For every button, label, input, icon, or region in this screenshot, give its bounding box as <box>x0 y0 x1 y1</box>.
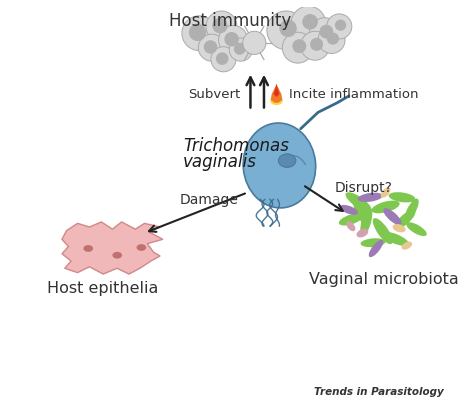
Circle shape <box>243 31 266 54</box>
Ellipse shape <box>373 218 392 244</box>
Circle shape <box>302 14 318 30</box>
Ellipse shape <box>394 210 416 229</box>
Circle shape <box>182 16 217 51</box>
Ellipse shape <box>243 123 316 208</box>
Ellipse shape <box>369 240 383 257</box>
Ellipse shape <box>360 207 372 236</box>
Circle shape <box>234 43 246 55</box>
Ellipse shape <box>339 213 363 225</box>
Ellipse shape <box>358 193 383 202</box>
Ellipse shape <box>389 192 415 202</box>
Ellipse shape <box>382 232 409 246</box>
Ellipse shape <box>346 221 356 231</box>
Circle shape <box>216 52 228 65</box>
Ellipse shape <box>381 187 391 198</box>
Ellipse shape <box>278 154 296 167</box>
Ellipse shape <box>401 241 412 250</box>
Circle shape <box>301 31 329 60</box>
Circle shape <box>219 26 247 54</box>
Circle shape <box>318 26 345 54</box>
Ellipse shape <box>112 252 122 259</box>
Circle shape <box>229 38 252 61</box>
Ellipse shape <box>405 199 419 221</box>
Text: vaginalis: vaginalis <box>183 152 257 171</box>
Polygon shape <box>62 222 163 274</box>
Circle shape <box>204 40 217 54</box>
Circle shape <box>224 32 239 47</box>
Ellipse shape <box>361 238 385 247</box>
Circle shape <box>310 38 323 51</box>
Polygon shape <box>273 83 279 97</box>
Circle shape <box>291 6 326 41</box>
Ellipse shape <box>270 96 283 105</box>
Circle shape <box>189 23 206 41</box>
Text: Damage: Damage <box>180 193 239 207</box>
Circle shape <box>212 18 228 33</box>
Circle shape <box>211 47 236 72</box>
Text: Disrupt?: Disrupt? <box>335 180 392 194</box>
Text: Host immunity: Host immunity <box>169 12 292 30</box>
Circle shape <box>319 25 333 39</box>
Circle shape <box>198 34 225 61</box>
Circle shape <box>292 39 306 53</box>
Ellipse shape <box>406 222 427 236</box>
Ellipse shape <box>137 244 146 251</box>
Ellipse shape <box>83 245 93 252</box>
Ellipse shape <box>346 192 372 212</box>
Ellipse shape <box>340 205 358 215</box>
Text: Trends in Parasitology: Trends in Parasitology <box>314 387 444 397</box>
Ellipse shape <box>372 201 400 213</box>
Ellipse shape <box>353 199 368 224</box>
Circle shape <box>283 32 313 63</box>
Text: Host epithelia: Host epithelia <box>47 281 158 296</box>
Circle shape <box>279 20 297 37</box>
Circle shape <box>335 19 346 31</box>
Polygon shape <box>271 84 283 103</box>
Ellipse shape <box>383 208 401 225</box>
Text: Vaginal microbiota: Vaginal microbiota <box>309 272 458 287</box>
Circle shape <box>267 11 305 49</box>
Circle shape <box>327 33 339 44</box>
Circle shape <box>310 18 340 49</box>
Text: Subvert: Subvert <box>189 87 241 101</box>
Ellipse shape <box>392 224 406 232</box>
Circle shape <box>206 11 237 42</box>
Ellipse shape <box>356 229 368 237</box>
Circle shape <box>327 14 352 39</box>
Text: Incite inflammation: Incite inflammation <box>289 87 419 101</box>
Text: Trichomonas: Trichomonas <box>183 137 289 155</box>
